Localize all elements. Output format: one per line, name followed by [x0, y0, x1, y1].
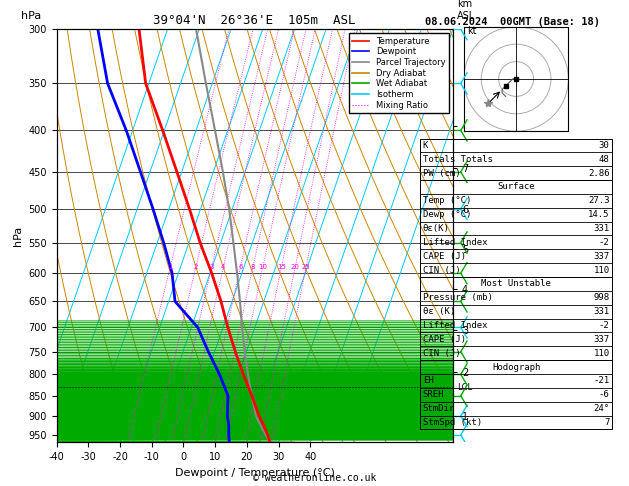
Text: 331: 331 — [593, 307, 610, 316]
Text: CIN (J): CIN (J) — [423, 265, 460, 275]
Text: StmDir: StmDir — [423, 404, 455, 413]
Text: 4: 4 — [221, 264, 225, 270]
Text: Temp (°C): Temp (°C) — [423, 196, 471, 206]
Text: 10: 10 — [259, 264, 267, 270]
Text: -2: -2 — [599, 238, 610, 247]
Text: © weatheronline.co.uk: © weatheronline.co.uk — [253, 473, 376, 483]
Y-axis label: hPa: hPa — [13, 226, 23, 246]
Text: 1: 1 — [168, 264, 172, 270]
Text: θε (K): θε (K) — [423, 307, 455, 316]
Text: 331: 331 — [593, 224, 610, 233]
Text: hPa: hPa — [21, 11, 41, 21]
Text: -21: -21 — [593, 376, 610, 385]
Text: -2: -2 — [599, 321, 610, 330]
Text: 30: 30 — [599, 141, 610, 150]
Text: CAPE (J): CAPE (J) — [423, 252, 465, 261]
Text: Lifted Index: Lifted Index — [423, 321, 487, 330]
Text: StmSpd (kt): StmSpd (kt) — [423, 418, 482, 427]
Text: 110: 110 — [593, 348, 610, 358]
Text: LCL: LCL — [457, 383, 472, 392]
X-axis label: Dewpoint / Temperature (°C): Dewpoint / Temperature (°C) — [175, 468, 335, 478]
Text: 24°: 24° — [593, 404, 610, 413]
Text: Pressure (mb): Pressure (mb) — [423, 293, 493, 302]
Text: km
ASL: km ASL — [457, 0, 475, 21]
Text: Hodograph: Hodograph — [492, 363, 540, 372]
Text: 7: 7 — [604, 418, 610, 427]
Text: -6: -6 — [599, 390, 610, 399]
Text: 337: 337 — [593, 252, 610, 261]
Text: CAPE (J): CAPE (J) — [423, 335, 465, 344]
Text: K: K — [423, 141, 428, 150]
Text: 998: 998 — [593, 293, 610, 302]
Text: EH: EH — [423, 376, 433, 385]
Text: 6: 6 — [238, 264, 243, 270]
Text: Lifted Index: Lifted Index — [423, 238, 487, 247]
Text: 337: 337 — [593, 335, 610, 344]
Text: θε(K): θε(K) — [423, 224, 450, 233]
Text: CIN (J): CIN (J) — [423, 348, 460, 358]
Text: 2.86: 2.86 — [588, 169, 610, 178]
Text: 110: 110 — [593, 265, 610, 275]
Text: Dewp (°C): Dewp (°C) — [423, 210, 471, 219]
Text: SREH: SREH — [423, 390, 444, 399]
Title: 39°04'N  26°36'E  105m  ASL: 39°04'N 26°36'E 105m ASL — [153, 14, 356, 27]
Text: Surface: Surface — [498, 182, 535, 191]
Text: 8: 8 — [250, 264, 255, 270]
Text: kt: kt — [467, 26, 477, 35]
Text: 2: 2 — [194, 264, 198, 270]
Text: 20: 20 — [291, 264, 299, 270]
Text: Totals Totals: Totals Totals — [423, 155, 493, 164]
Text: 14.5: 14.5 — [588, 210, 610, 219]
Text: 15: 15 — [277, 264, 286, 270]
Text: 3: 3 — [209, 264, 214, 270]
Text: Most Unstable: Most Unstable — [481, 279, 551, 289]
Text: 25: 25 — [302, 264, 310, 270]
Text: 08.06.2024  00GMT (Base: 18): 08.06.2024 00GMT (Base: 18) — [425, 17, 599, 27]
Text: PW (cm): PW (cm) — [423, 169, 460, 178]
Text: 48: 48 — [599, 155, 610, 164]
Legend: Temperature, Dewpoint, Parcel Trajectory, Dry Adiabat, Wet Adiabat, Isotherm, Mi: Temperature, Dewpoint, Parcel Trajectory… — [349, 34, 448, 113]
Text: 27.3: 27.3 — [588, 196, 610, 206]
